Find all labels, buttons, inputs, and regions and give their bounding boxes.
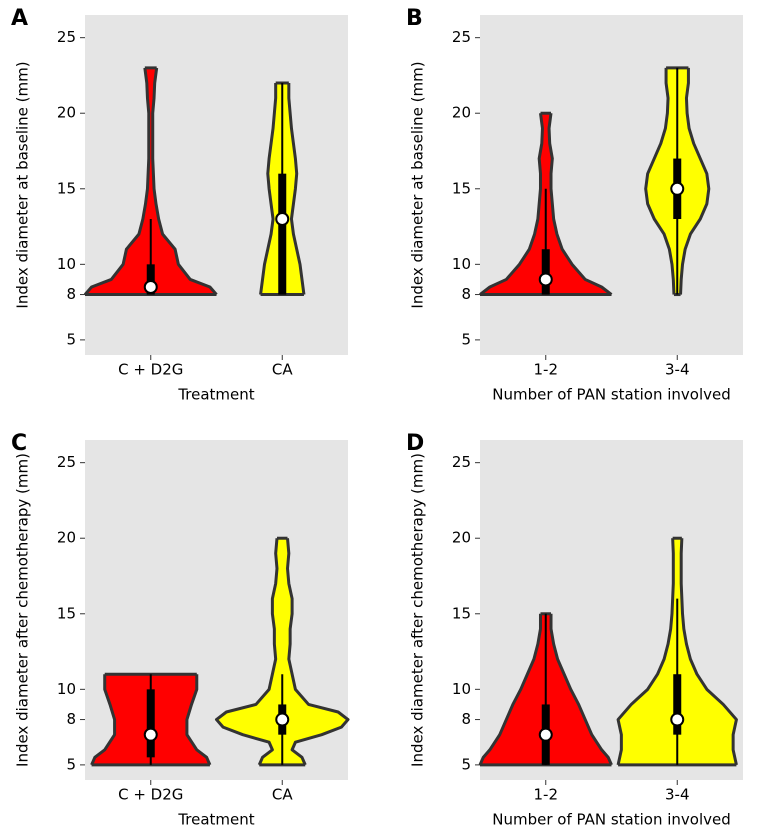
violin-right (287, 83, 306, 295)
plot-area (85, 15, 348, 355)
y-tick-label: 5 (461, 755, 471, 773)
median (538, 272, 553, 287)
y-tick-label: 10 (57, 255, 76, 273)
iqr-box (541, 249, 550, 295)
y-axis-label: Index diameter at baseline (mm) (409, 61, 427, 308)
violin-left (478, 613, 542, 766)
iqr-box (146, 689, 155, 758)
y-tick-label: 10 (452, 255, 471, 273)
x-tick-label: C + D2G (118, 361, 183, 379)
x-tick-label: 3-4 (665, 786, 690, 804)
violin-left (616, 538, 675, 766)
violin-right (679, 538, 738, 766)
violin-left (83, 67, 151, 296)
x-axis-label: Treatment (177, 386, 254, 404)
y-tick-label: 20 (57, 529, 76, 547)
median (143, 727, 158, 742)
x-tick-label: 3-4 (665, 361, 690, 379)
y-tick-label: 5 (66, 330, 76, 348)
y-tick-label: 8 (461, 285, 471, 303)
x-tick-label: CA (272, 786, 293, 804)
violin-right (547, 113, 613, 296)
y-tick-label: 10 (452, 680, 471, 698)
panel-label: D (406, 431, 424, 456)
violin-body (85, 67, 217, 295)
violin-right (679, 67, 711, 295)
violin-right (151, 67, 218, 296)
y-tick-label: 8 (66, 710, 76, 728)
x-axis-label: Treatment (177, 811, 254, 829)
y-tick-label: 20 (452, 529, 471, 547)
violin-body (216, 538, 348, 765)
violin-right (286, 538, 350, 766)
median (670, 181, 685, 196)
violin-left (644, 67, 676, 295)
iqr-box (278, 173, 287, 295)
y-tick-label: 25 (57, 28, 76, 46)
y-tick-label: 8 (66, 285, 76, 303)
y-tick-label: 15 (452, 179, 471, 197)
y-tick-label: 5 (461, 330, 471, 348)
median (275, 712, 290, 727)
x-tick-label: CA (272, 361, 293, 379)
violin-right (185, 674, 212, 766)
violin-left (479, 113, 544, 296)
y-axis-label: Index diameter at baseline (mm) (14, 61, 32, 308)
iqr-box (673, 674, 682, 735)
y-tick-label: 25 (452, 28, 471, 46)
iqr-box (146, 264, 155, 295)
y-tick-label: 25 (452, 453, 471, 471)
y-tick-label: 25 (57, 453, 76, 471)
y-tick-label: 15 (57, 604, 76, 622)
panel-label: B (406, 6, 423, 31)
x-tick-label: 1-2 (534, 786, 559, 804)
y-tick-label: 5 (66, 755, 76, 773)
y-axis-label: Index diameter after chemotherapy (mm) (14, 453, 32, 767)
panel-label: A (11, 6, 28, 31)
x-tick-label: C + D2G (118, 786, 183, 804)
violin-left (90, 674, 117, 766)
y-tick-label: 8 (461, 710, 471, 728)
violin-left (215, 538, 279, 766)
y-tick-label: 20 (452, 104, 471, 122)
median (670, 712, 685, 727)
y-axis-label: Index diameter after chemotherapy (mm) (409, 453, 427, 767)
violin-right (549, 613, 613, 766)
median (538, 727, 553, 742)
x-axis-label: Number of PAN station involved (492, 811, 731, 829)
panel-label: C (11, 431, 27, 456)
y-tick-label: 20 (57, 104, 76, 122)
x-axis-label: Number of PAN station involved (492, 386, 731, 404)
y-tick-label: 10 (57, 680, 76, 698)
y-tick-label: 15 (57, 179, 76, 197)
x-tick-label: 1-2 (534, 361, 559, 379)
violin-left (259, 83, 278, 295)
median (143, 280, 158, 294)
y-tick-label: 15 (452, 604, 471, 622)
median (275, 212, 290, 226)
